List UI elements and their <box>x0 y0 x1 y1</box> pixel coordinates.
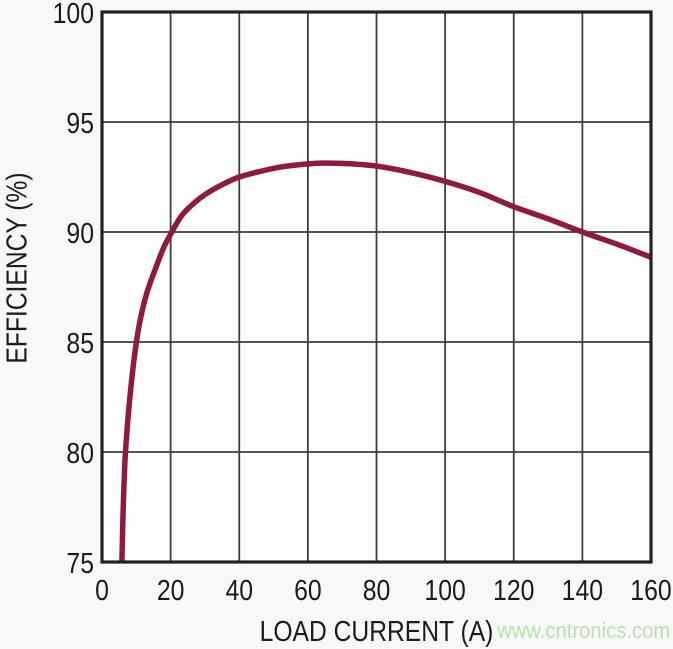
x-tick-label: 120 <box>493 575 534 607</box>
x-tick-label: 160 <box>630 575 671 607</box>
y-tick-label: 95 <box>66 108 94 140</box>
y-tick-label: 90 <box>66 218 94 250</box>
y-axis-title: EFFICIENCY (%) <box>1 172 34 364</box>
watermark: www.cntronics.com <box>496 618 670 643</box>
x-axis-title: LOAD CURRENT (A) <box>259 616 494 648</box>
x-tick-label: 100 <box>424 575 465 607</box>
x-tick-label: 40 <box>225 575 253 607</box>
x-tick-label: 60 <box>294 575 322 607</box>
x-tick-label: 0 <box>95 575 109 607</box>
x-tick-label: 140 <box>562 575 603 607</box>
x-tick-label: 80 <box>363 575 391 607</box>
efficiency-curve <box>119 160 652 563</box>
y-tick-label: 75 <box>66 548 94 580</box>
x-tick-label: 20 <box>157 575 185 607</box>
y-tick-label: 100 <box>53 0 94 30</box>
y-tick-label: 80 <box>66 438 94 470</box>
y-tick-label: 85 <box>66 328 94 360</box>
plot-border <box>100 10 653 564</box>
